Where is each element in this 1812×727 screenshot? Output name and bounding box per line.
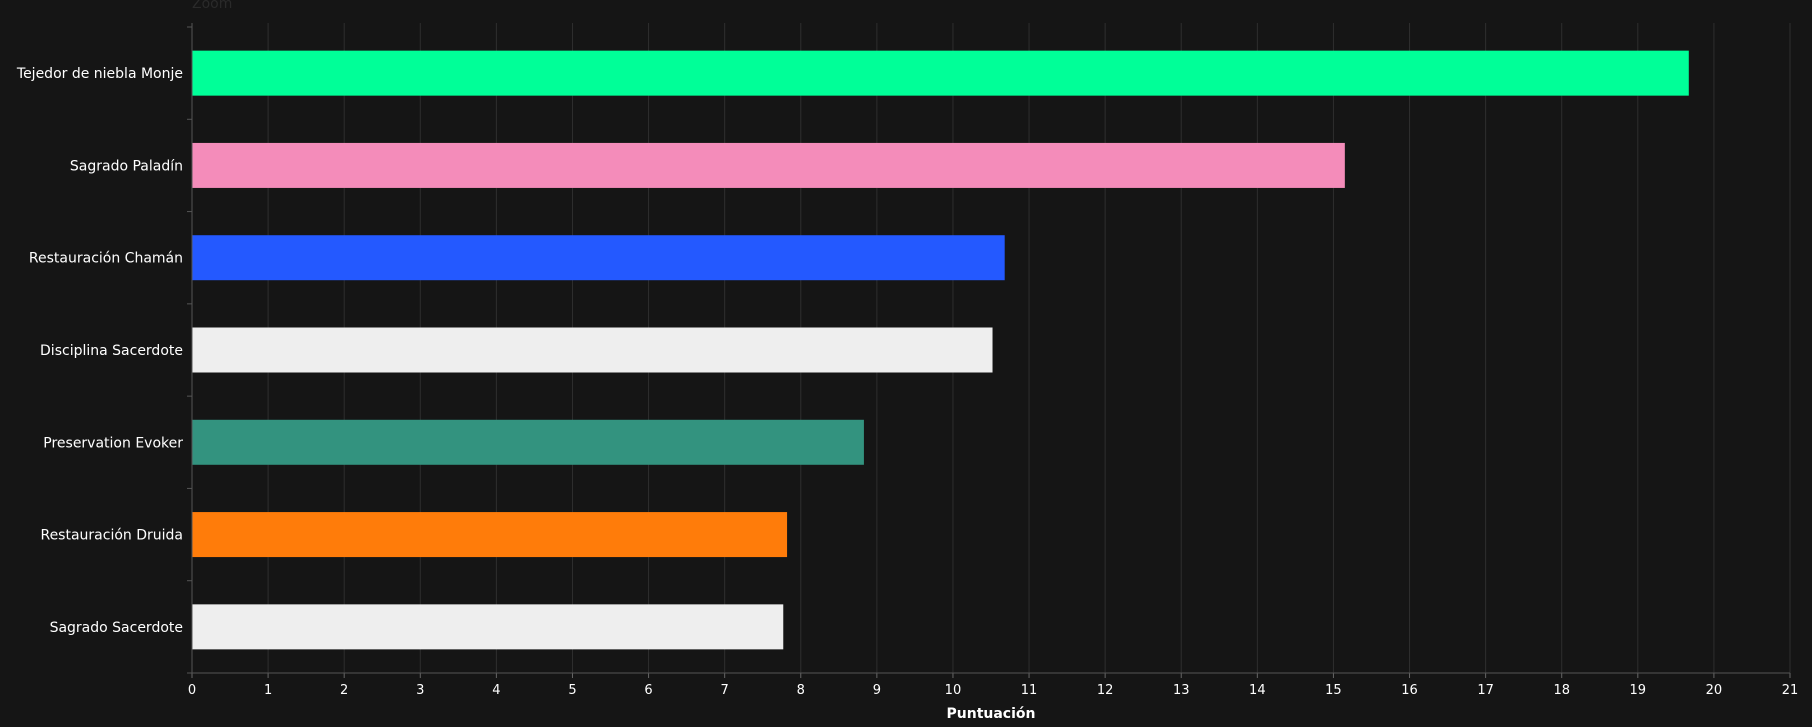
category-label: Disciplina Sacerdote [40, 343, 183, 359]
bar-5[interactable] [192, 419, 864, 465]
bar-1[interactable] [192, 50, 1689, 96]
bar-4[interactable] [192, 327, 993, 373]
axes [187, 23, 1791, 678]
x-tick-label: 8 [797, 683, 805, 698]
category-label: Restauración Chamán [29, 251, 183, 267]
category-label: Sagrado Paladín [70, 158, 183, 174]
bar-7[interactable] [192, 604, 784, 650]
x-tick-label: 7 [721, 683, 729, 698]
x-tick-label: 20 [1706, 683, 1723, 698]
x-tick-label: 21 [1782, 683, 1799, 698]
x-tick-label: 12 [1097, 683, 1114, 698]
x-tick-label: 16 [1401, 683, 1418, 698]
x-tick-label: 6 [644, 683, 652, 698]
x-tick-label: 13 [1173, 683, 1190, 698]
bar-2[interactable] [192, 142, 1345, 188]
category-label: Sagrado Sacerdote [50, 620, 183, 636]
x-tick-label: 10 [945, 683, 962, 698]
x-tick-label: 9 [873, 683, 881, 698]
x-tick-label: 5 [568, 683, 576, 698]
category-label: Restauración Druida [40, 528, 183, 544]
x-tick-label: 15 [1325, 683, 1342, 698]
x-tick-label: 4 [492, 683, 500, 698]
category-label: Tejedor de niebla Monje [16, 66, 183, 82]
x-axis-title: Puntuación [947, 706, 1036, 722]
bar-3[interactable] [192, 235, 1005, 281]
x-tick-label: 11 [1021, 683, 1038, 698]
category-label: Preservation Evoker [43, 435, 183, 451]
x-tick-label: 18 [1553, 683, 1570, 698]
bars [192, 50, 1689, 650]
x-tick-label: 1 [264, 683, 272, 698]
labels: 0 1 2 3 4 5 6 7 8 9 10 11 12 13 14 15 16 17 18 19 20 21Tejedo… [16, 66, 1798, 722]
zoom-label[interactable]: Zoom [192, 0, 233, 12]
x-tick-label: 17 [1477, 683, 1494, 698]
x-tick-label: 19 [1630, 683, 1647, 698]
x-tick-label: 14 [1249, 683, 1266, 698]
x-tick-label: 2 [340, 683, 348, 698]
x-tick-label: 0 [188, 683, 196, 698]
x-tick-label: 3 [416, 683, 424, 698]
bar-6[interactable] [192, 512, 788, 558]
